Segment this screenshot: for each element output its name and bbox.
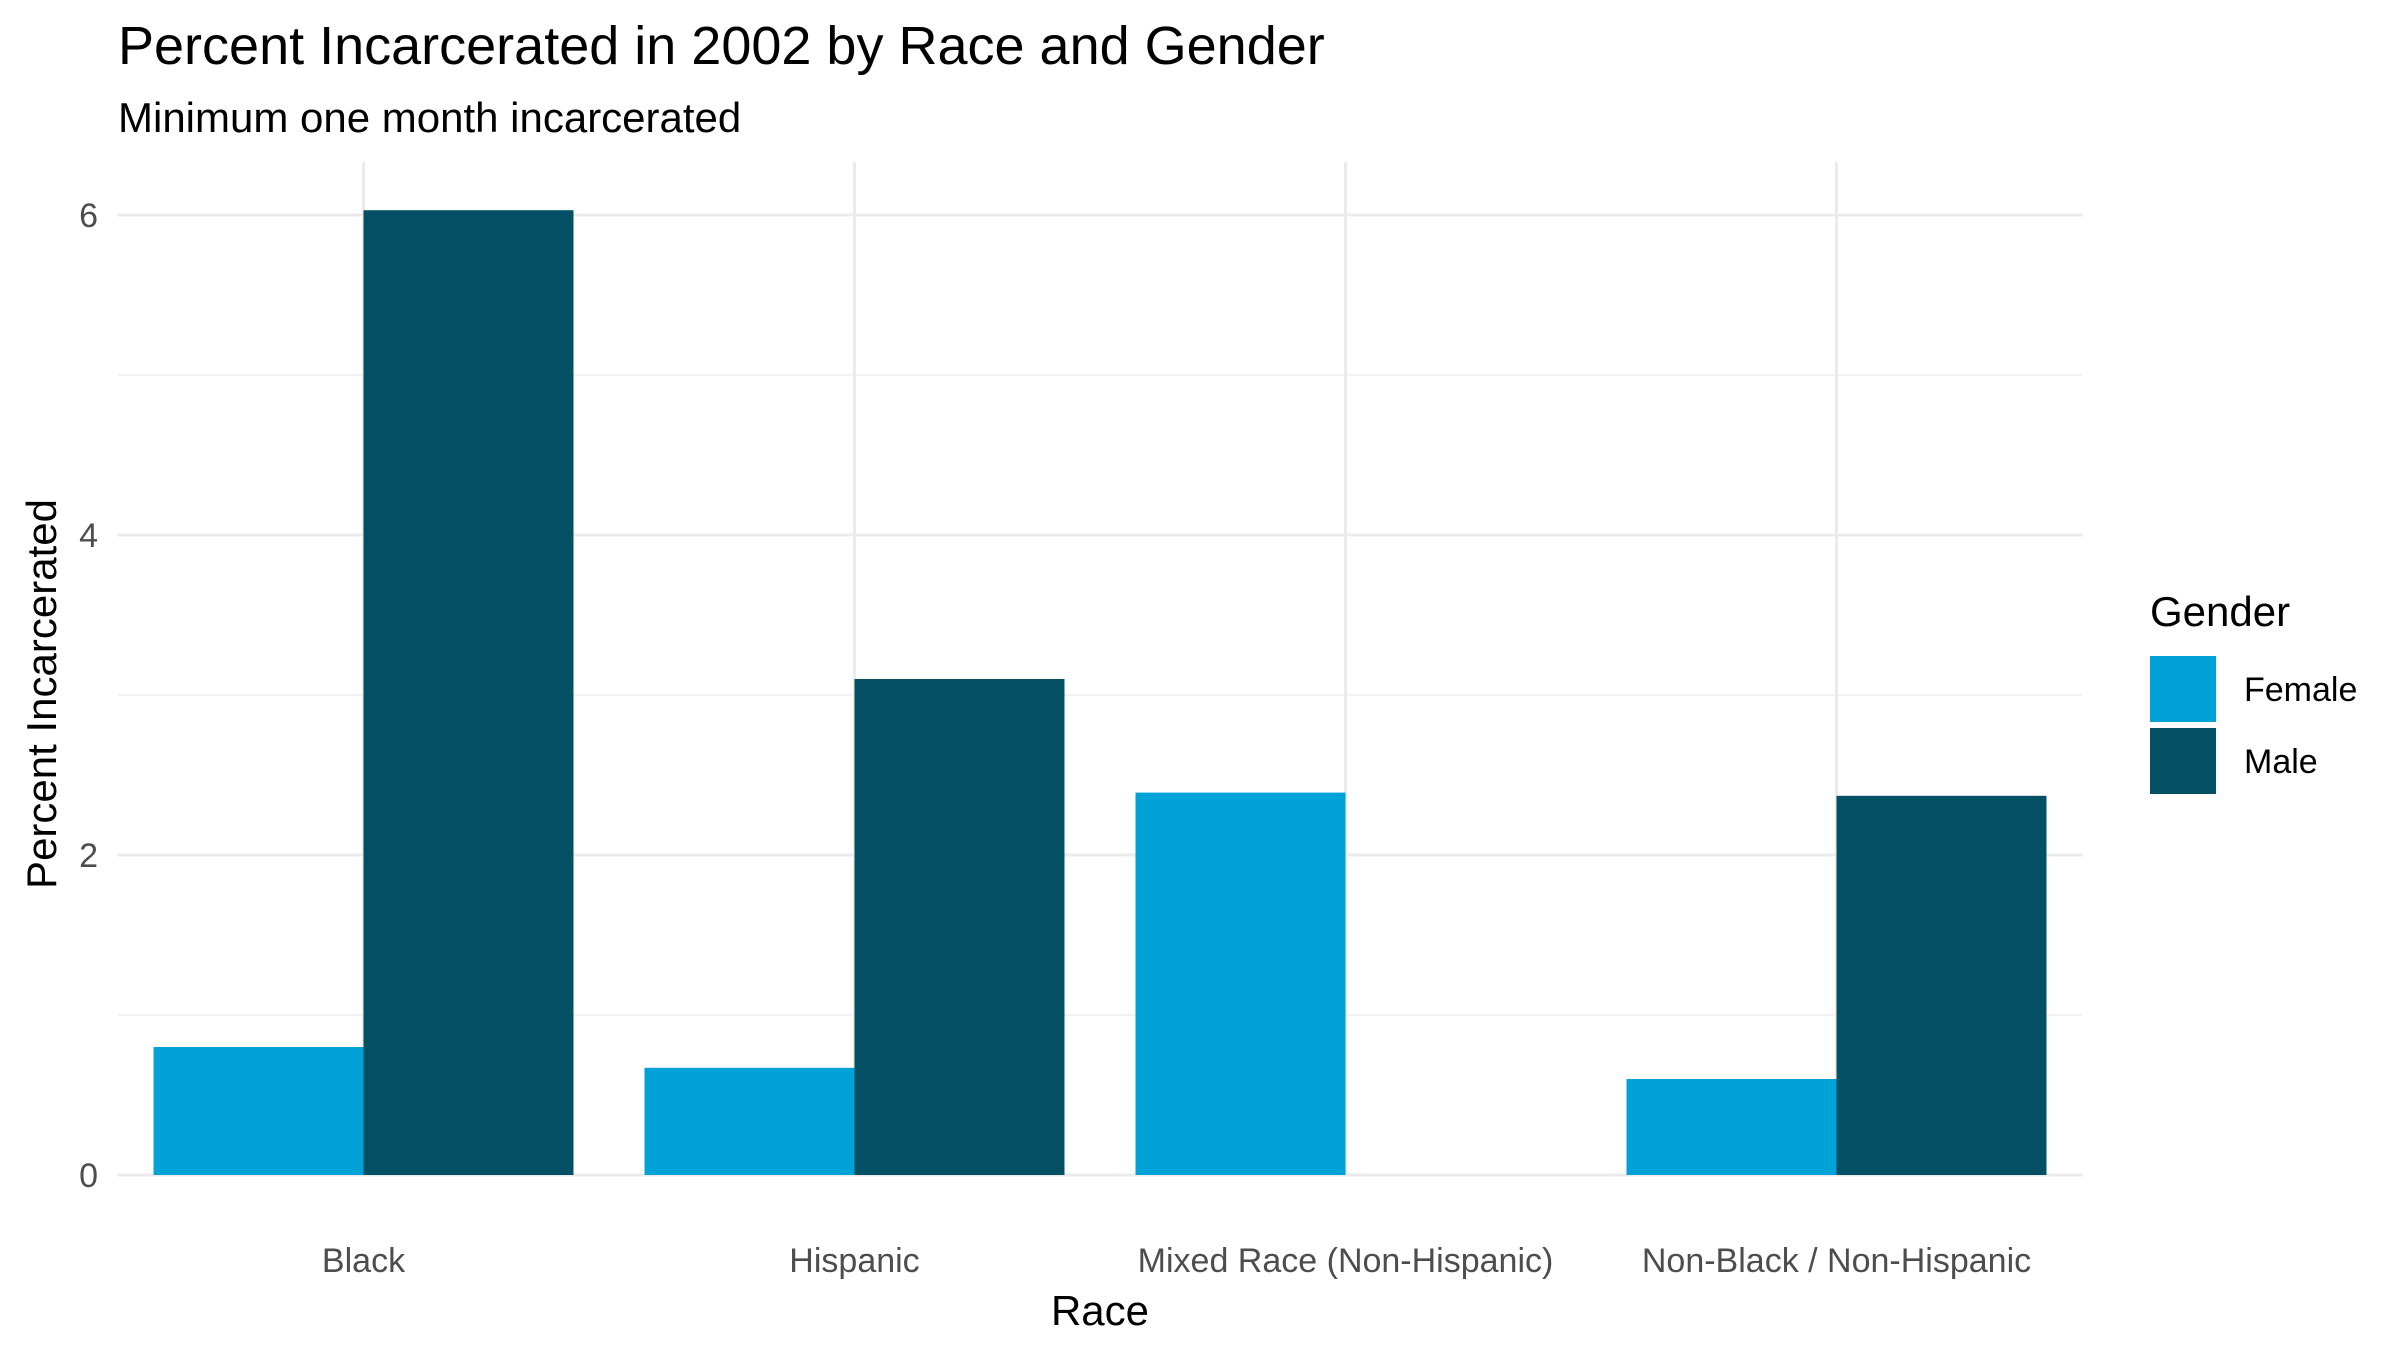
bar-female-4 <box>1626 1079 1837 1175</box>
chart-subtitle: Minimum one month incarcerated <box>118 94 741 141</box>
bar-male-4 <box>1836 795 2047 1175</box>
y-tick-label: 6 <box>79 197 98 235</box>
legend-swatch-female <box>2150 656 2216 722</box>
y-tick-label: 4 <box>79 517 98 555</box>
y-tick-label: 0 <box>79 1157 98 1195</box>
legend-swatch-male <box>2150 728 2216 794</box>
y-tick-label: 2 <box>79 837 98 875</box>
legend: Gender Female Male <box>2150 588 2357 794</box>
x-tick-label: Non-Black / Non-Hispanic <box>1642 1242 2031 1280</box>
x-tick-label: Black <box>322 1242 406 1280</box>
bars <box>153 210 2047 1175</box>
chart-title: Percent Incarcerated in 2002 by Race and… <box>118 16 1325 76</box>
x-axis-title: Race <box>1051 1287 1149 1334</box>
bar-male-2 <box>854 679 1065 1175</box>
x-tick-label: Mixed Race (Non-Hispanic) <box>1138 1242 1554 1280</box>
legend-label-male: Male <box>2244 743 2318 781</box>
legend-label-female: Female <box>2244 671 2357 709</box>
bar-female-2 <box>644 1067 855 1175</box>
x-tick-label: Hispanic <box>789 1242 919 1280</box>
legend-items: Female Male <box>2150 656 2357 794</box>
x-axis-ticks: Black Hispanic Mixed Race (Non-Hispanic) No… <box>322 1242 2031 1280</box>
bar-female-1 <box>153 1047 364 1175</box>
y-axis-ticks: 0 2 4 6 <box>79 197 98 1195</box>
bar-female-3 <box>1135 792 1346 1175</box>
legend-title: Gender <box>2150 588 2290 635</box>
y-axis-title: Percent Incarcerated <box>18 499 65 889</box>
bar-male-1 <box>363 210 574 1175</box>
